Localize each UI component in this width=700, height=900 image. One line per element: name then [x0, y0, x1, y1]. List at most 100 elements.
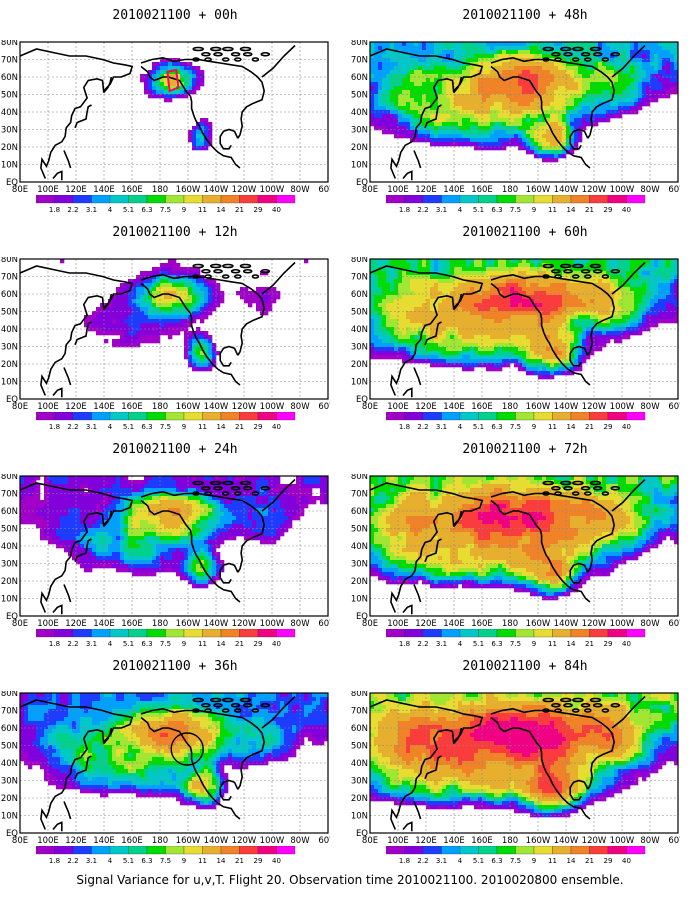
colorbar-label: 1.8 — [49, 206, 60, 214]
y-tick-label: 10N — [351, 595, 368, 605]
colorbar-swatch — [589, 412, 609, 421]
x-tick-label: 120W — [582, 619, 607, 629]
y-tick-label: 10N — [1, 161, 18, 171]
map-frame — [19, 41, 329, 183]
colorbar-label: 29 — [604, 206, 613, 214]
x-tick-label: 60W — [318, 836, 330, 846]
colorbar-swatch — [404, 629, 424, 638]
y-tick-label: 60N — [1, 507, 18, 517]
colorbar-swatch — [533, 846, 553, 855]
x-tick-label: 120E — [415, 402, 437, 412]
colorbar-label: 1.8 — [399, 857, 410, 865]
colorbar-label: 11 — [198, 423, 207, 431]
colorbar-swatch — [552, 629, 572, 638]
y-tick-label: 80N — [1, 691, 18, 699]
y-tick-label: 80N — [351, 257, 368, 265]
y-tick-label: 30N — [1, 560, 18, 570]
colorbar-label: 3.1 — [436, 857, 447, 865]
colorbar-label: 6.3 — [141, 423, 152, 431]
colorbar-swatch — [496, 629, 516, 638]
colorbar: 1.8 2.2 3.1 4 5.1 6.3 7.5 9 11 14 21 29 40 — [386, 195, 646, 214]
map-frame — [19, 475, 329, 617]
x-tick-label: 120W — [582, 402, 607, 412]
x-tick-label: 80E — [12, 402, 28, 412]
y-tick-labels: EQ 10N 20N 30N 40N 50N 60N 70N 80N — [351, 474, 368, 622]
x-tick-label: 120W — [582, 836, 607, 846]
colorbar-swatch — [128, 846, 148, 855]
x-tick-label: 120E — [415, 619, 437, 629]
colorbar-swatch — [36, 846, 55, 855]
y-tick-label: 50N — [351, 308, 368, 318]
y-tick-label: 60N — [1, 724, 18, 734]
panel-title: 2010021100 + 60h — [462, 225, 588, 240]
colorbar-swatch — [626, 195, 646, 204]
colorbar-label: 5.1 — [123, 857, 134, 865]
map-area — [19, 41, 329, 183]
colorbar-swatch — [72, 195, 92, 204]
colorbar-label: 21 — [585, 857, 594, 865]
colorbar-label: 6.3 — [141, 206, 152, 214]
y-tick-labels: EQ 10N 20N 30N 40N 50N 60N 70N 80N — [1, 474, 18, 622]
colorbar-label: 7.5 — [160, 423, 171, 431]
colorbar-swatch — [72, 629, 92, 638]
x-tick-label: 80E — [12, 836, 28, 846]
colorbar-label: 14 — [217, 640, 226, 648]
x-tick-label: 140E — [93, 836, 115, 846]
map-frame — [19, 258, 329, 400]
x-tick-label: 160E — [121, 185, 143, 195]
forecast-panel: 2010021100 + 48h 80E 100E 120E 140E 160E 180 16… — [350, 0, 700, 214]
y-tick-label: 30N — [1, 343, 18, 353]
colorbar-swatch — [128, 412, 148, 421]
coastlines — [19, 478, 296, 615]
colorbar-label: 11 — [548, 423, 557, 431]
colorbar-swatch — [422, 412, 442, 421]
x-tick-label: 80W — [640, 619, 660, 629]
x-tick-label: 160W — [176, 619, 201, 629]
y-tick-label: 70N — [1, 56, 18, 66]
y-tick-label: 60N — [1, 73, 18, 83]
y-tick-label: 10N — [1, 595, 18, 605]
y-tick-label: 20N — [1, 360, 18, 370]
panel-map: 80E 100E 120E 140E 160E 180 160W 140W 120W 100W 80… — [351, 257, 680, 412]
map-frame — [19, 692, 329, 834]
y-tick-label: 10N — [351, 161, 368, 171]
colorbar-swatch — [422, 195, 442, 204]
colorbar-label: 11 — [198, 206, 207, 214]
colorbar-swatch — [459, 629, 479, 638]
forecast-panel: 2010021100 + 72h 80E 100E 120E 140E 160E 180 16… — [350, 434, 700, 648]
x-tick-label: 120E — [65, 619, 87, 629]
colorbar: 1.8 2.2 3.1 4 5.1 6.3 7.5 9 11 14 21 29 40 — [386, 846, 646, 865]
flight-track — [166, 68, 180, 93]
colorbar-swatch — [239, 629, 259, 638]
colorbar-swatch — [570, 846, 590, 855]
colorbar-swatch — [589, 846, 609, 855]
y-tick-label: 40N — [1, 325, 18, 335]
x-tick-labels: 80E 100E 120E 140E 160E 180 160W 140W 120W 100W 80… — [362, 402, 680, 412]
colorbar-swatch — [36, 195, 55, 204]
colorbar-swatch — [441, 195, 461, 204]
map-frame — [369, 475, 679, 617]
panel-colorbar: 1.8 2.2 3.1 4 5.1 6.3 7.5 9 11 14 21 29 40 — [386, 412, 646, 431]
y-tick-label: 50N — [1, 525, 18, 535]
y-tick-label: EQ — [356, 395, 368, 405]
colorbar-swatch — [422, 846, 442, 855]
colorbar-swatch — [496, 195, 516, 204]
x-tick-labels: 80E 100E 120E 140E 160E 180 160W 140W 120W 100W 80… — [12, 836, 330, 846]
x-tick-label: 100W — [260, 836, 285, 846]
y-tick-label: 70N — [351, 707, 368, 717]
y-tick-label: 20N — [351, 143, 368, 153]
y-tick-label: 10N — [351, 812, 368, 822]
colorbar-swatch — [589, 629, 609, 638]
colorbar-label: 3.1 — [86, 206, 97, 214]
y-tick-label: 70N — [1, 273, 18, 283]
x-tick-label: 140E — [93, 619, 115, 629]
colorbar-label: 1.8 — [399, 206, 410, 214]
colorbar-label: 29 — [254, 640, 263, 648]
colorbar-label: 7.5 — [160, 206, 171, 214]
colorbar-swatch — [146, 412, 166, 421]
colorbar: 1.8 2.2 3.1 4 5.1 6.3 7.5 9 11 14 21 29 40 — [386, 412, 646, 431]
y-tick-label: EQ — [6, 829, 18, 839]
y-tick-label: 80N — [1, 40, 18, 48]
y-tick-label: 40N — [351, 542, 368, 552]
colorbar: 1.8 2.2 3.1 4 5.1 6.3 7.5 9 11 14 21 29 40 — [36, 846, 296, 865]
